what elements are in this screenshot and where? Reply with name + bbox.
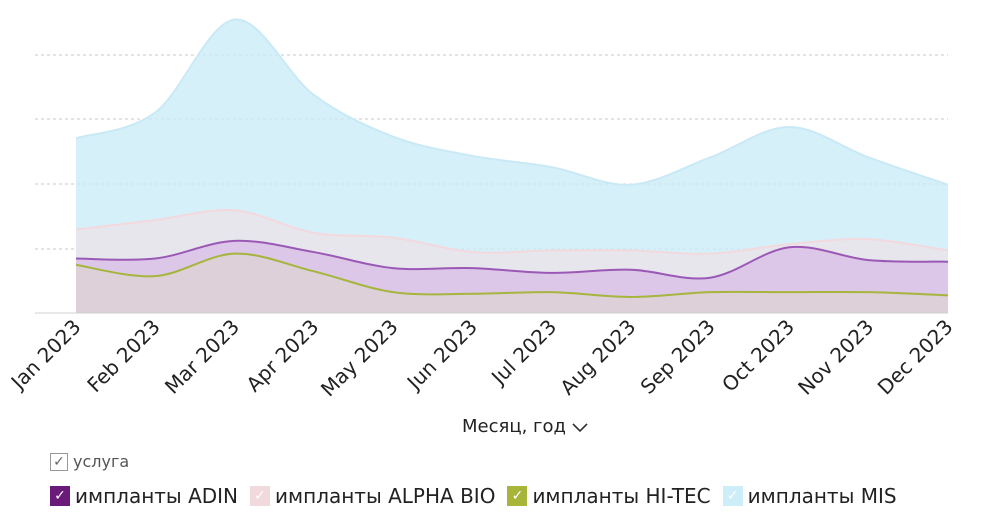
x-axis-title-text: Месяц, год — [462, 416, 566, 437]
series-lines — [75, 18, 949, 298]
series-areas — [76, 19, 948, 313]
legend-label: импланты ALPHA BIO — [275, 484, 496, 508]
x-tick-label: Nov 2023 — [793, 315, 878, 400]
legend-label: импланты MIS — [747, 484, 897, 508]
legend-label: импланты HI-TEC — [532, 484, 711, 508]
checkbox-icon: ✓ — [50, 452, 68, 471]
series-area-hi-tec[interactable] — [76, 253, 948, 313]
chevron-down-icon — [572, 417, 588, 438]
series-line-hi-tec[interactable] — [75, 252, 949, 298]
legend: ✓ импланты ADIN ✓ импланты ALPHA BIO ✓ имплан… — [50, 484, 909, 508]
x-tick-label: Oct 2023 — [717, 315, 799, 397]
legend-label: импланты ADIN — [75, 484, 239, 508]
legend-group-toggle[interactable]: ✓ услуга — [50, 452, 129, 471]
legend-item-bio[interactable]: ✓ импланты ALPHA BIO — [250, 484, 495, 508]
legend-item-adin[interactable]: ✓ импланты ADIN — [50, 484, 238, 508]
x-tick-label: Jun 2023 — [401, 315, 482, 396]
legend-checkbox-icon: ✓ — [250, 486, 271, 506]
x-tick-label: Dec 2023 — [873, 315, 958, 400]
legend-group-title: услуга — [73, 452, 130, 471]
legend-item-hi-tec[interactable]: ✓ импланты HI-TEC — [507, 484, 711, 508]
x-tick-label: Jul 2023 — [485, 315, 561, 391]
x-tick-label: Mar 2023 — [160, 315, 244, 399]
series-line-adin[interactable] — [75, 239, 949, 280]
x-tick-label: Jan 2023 — [5, 315, 86, 396]
x-tick-label: Sep 2023 — [636, 315, 720, 399]
legend-checkbox-icon: ✓ — [50, 486, 70, 506]
x-tick-label: Apr 2023 — [241, 315, 323, 397]
x-tick-label: Aug 2023 — [555, 315, 640, 400]
series-line-mis[interactable] — [75, 18, 949, 186]
x-axis-title[interactable]: Месяц, год — [0, 416, 990, 438]
x-tick-label: May 2023 — [316, 315, 403, 402]
legend-checkbox-icon: ✓ — [722, 486, 743, 506]
x-tick-label: Feb 2023 — [82, 315, 164, 397]
series-line-bio[interactable] — [75, 209, 949, 255]
legend-item-mis[interactable]: ✓ импланты MIS — [722, 484, 897, 508]
legend-checkbox-icon: ✓ — [507, 486, 528, 506]
